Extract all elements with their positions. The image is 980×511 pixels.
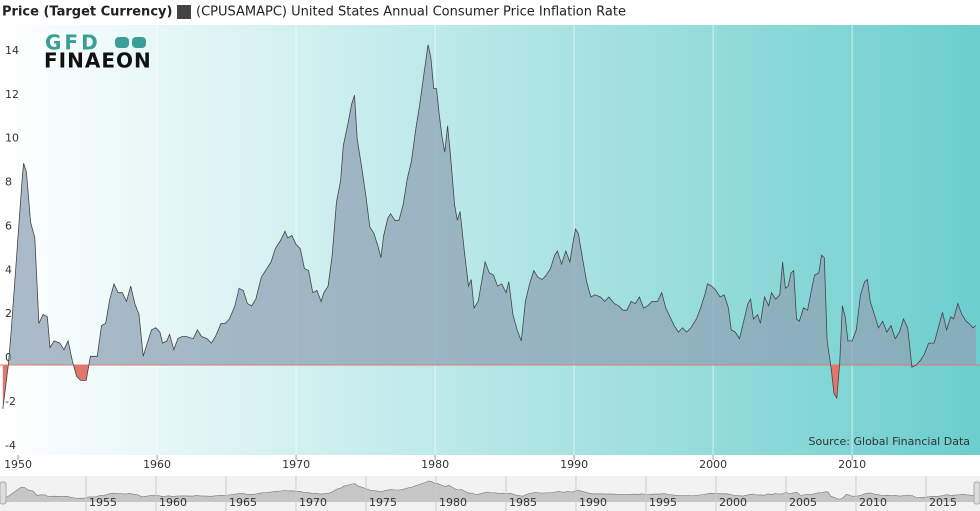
logo-leaf (115, 37, 129, 48)
x-tick-label: 2000 (699, 458, 727, 471)
y-tick-label: 8 (5, 176, 12, 189)
navigator-area (0, 481, 980, 502)
x-tick-label: 1980 (421, 458, 449, 471)
y-tick-label: 14 (5, 44, 19, 57)
navigator-tick-label: 2015 (929, 496, 957, 509)
source: Source: Global Financial Data (809, 435, 971, 448)
legend-swatch (177, 5, 191, 19)
navigator-line (0, 480, 980, 500)
x-tick-label: 1950 (4, 458, 32, 471)
area-positive (2, 44, 976, 366)
plot: -4 -2 0 2 4 6 8 10 12 14 1950 1960 1970 1980 1990 2000 2… (0, 25, 980, 471)
logo: GFD FINAEON (44, 31, 152, 73)
navigator-tick-label: 1975 (369, 496, 397, 509)
y-tick-label: 0 (5, 351, 12, 364)
logo-bottom: FINAEON (44, 49, 152, 73)
navigator: 1955 1960 1965 1970 1975 1980 1985 1990 1995 2000… (0, 476, 980, 511)
x-tick-label: 1960 (143, 458, 171, 471)
legend-label[interactable]: (CPUSAMAPC) United States Annual Consume… (196, 5, 626, 20)
x-tick-label: 1970 (282, 458, 310, 471)
y-tick-label: 2 (5, 307, 12, 320)
y-tick-label: -4 (5, 439, 16, 452)
navigator-tick-label: 1995 (649, 496, 677, 509)
navigator-tick-label: 2005 (789, 496, 817, 509)
y-tick-label: -2 (5, 395, 16, 408)
navigator-handle[interactable] (973, 481, 980, 505)
chart-title: Price (Target Currency) (2, 5, 172, 20)
navigator-tick-label: 2010 (859, 496, 887, 509)
series-line (2, 44, 977, 409)
x-tick-label: 2010 (838, 458, 866, 471)
y-tick-label: 4 (5, 263, 12, 276)
navigator-tick-label: 1965 (229, 496, 257, 509)
navigator-tick-label: 1980 (439, 496, 467, 509)
plot-background (0, 25, 980, 455)
navigator-tick-label: 1985 (509, 496, 537, 509)
navigator-tick-label: 1990 (579, 496, 607, 509)
navigator-handle[interactable] (0, 481, 7, 505)
logo-leaf (132, 37, 146, 48)
navigator-tick-label: 1970 (299, 496, 327, 509)
navigator-tick-label: 2000 (719, 496, 747, 509)
navigator-tick-label: 1960 (159, 496, 187, 509)
logo-top: GFD (45, 31, 101, 55)
y-tick-label: 10 (5, 132, 19, 145)
y-tick-label: 12 (5, 88, 19, 101)
x-tick-label: 1990 (560, 458, 588, 471)
navigator-tick-label: 1955 (89, 496, 117, 509)
y-tick-label: 6 (5, 219, 12, 232)
